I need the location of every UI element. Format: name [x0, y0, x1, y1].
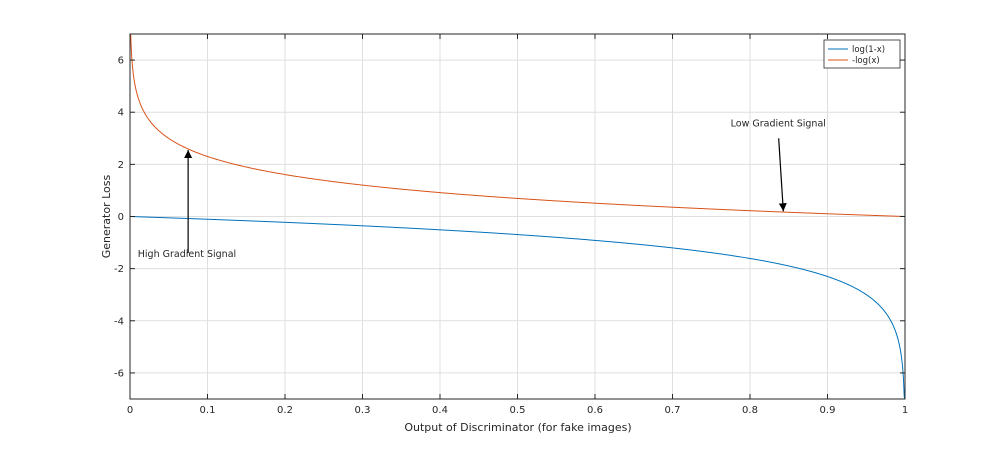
y-tick-label: 2: [118, 160, 124, 171]
y-tick-label: -4: [114, 316, 124, 327]
legend-entry: -log(x): [852, 56, 880, 66]
x-tick-label: 0.4: [432, 405, 448, 416]
legend-box: [823, 39, 901, 69]
x-axis-title: Output of Discriminator (for fake images…: [404, 421, 631, 434]
y-tick-label: -6: [114, 368, 124, 379]
x-tick-label: 0.5: [510, 405, 526, 416]
annotation-high-gradient: High Gradient Signal: [138, 249, 236, 260]
x-tick-label: 0.8: [742, 405, 758, 416]
y-tick-label: 6: [118, 56, 124, 67]
y-axis-title: Generator Loss: [100, 174, 113, 258]
y-tick-label: 4: [118, 108, 124, 119]
x-tick-label: 1: [902, 405, 908, 416]
series-line-neg-log-x: [130, 33, 905, 217]
x-tick-label: 0.6: [587, 405, 603, 416]
x-tick-label: 0: [127, 405, 133, 416]
series-line-log-1-minus-x: [129, 216, 906, 400]
annotation-low-gradient: Low Gradient Signal: [731, 119, 826, 130]
y-tick-label: -2: [114, 264, 124, 275]
y-tick-label: 0: [118, 212, 124, 223]
x-tick-label: 0.9: [820, 405, 836, 416]
annotation-arrow: [778, 138, 787, 212]
x-tick-label: 0.1: [200, 405, 216, 416]
x-tick-label: 0.7: [665, 405, 681, 416]
x-tick-label: 0.2: [277, 405, 293, 416]
legend-entry: log(1-x): [852, 45, 885, 55]
x-tick-label: 0.3: [355, 405, 371, 416]
